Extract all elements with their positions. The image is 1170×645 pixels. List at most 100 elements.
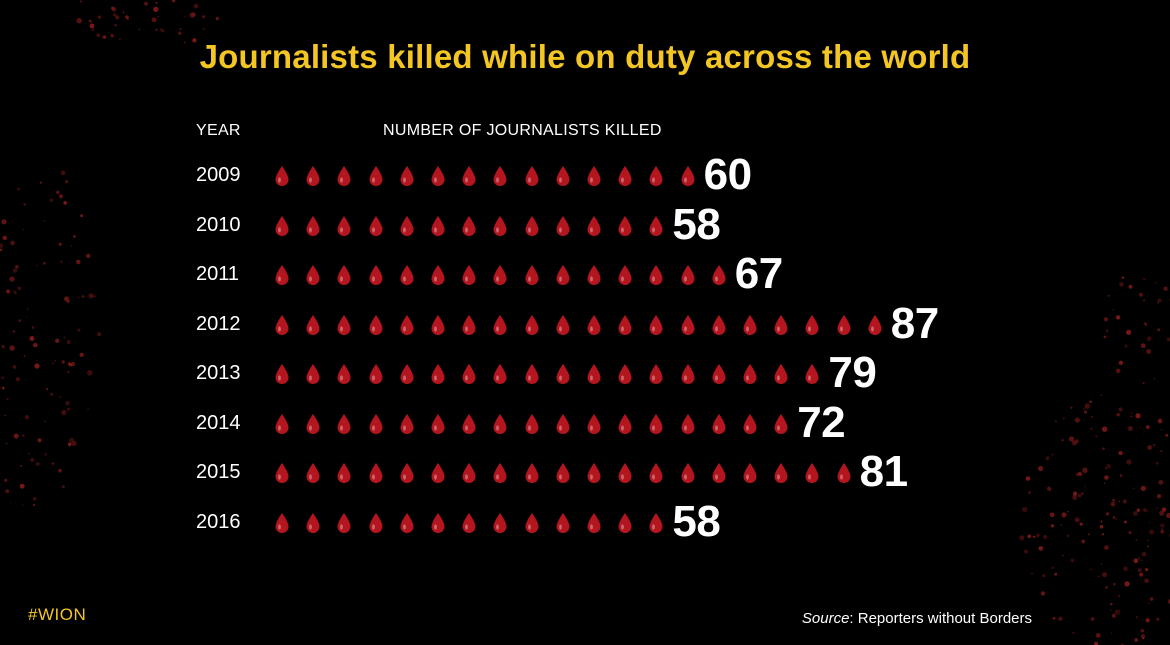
blood-drop-icon bbox=[805, 463, 819, 483]
blood-drop-icon bbox=[681, 413, 695, 434]
year-label-2009: 2009 bbox=[196, 164, 241, 186]
blood-drop-icon bbox=[493, 166, 507, 186]
blood-drop-icon bbox=[369, 463, 383, 483]
year-label-2011: 2011 bbox=[196, 263, 240, 285]
blood-drop-icon bbox=[275, 413, 289, 434]
value-label-2015: 81 bbox=[859, 447, 908, 496]
blood-drop-icon bbox=[431, 265, 445, 285]
blood-drop-icon bbox=[306, 166, 320, 186]
blood-drop-icon bbox=[649, 413, 663, 434]
blood-drop-icon bbox=[587, 265, 601, 285]
blood-drop-icon bbox=[400, 166, 414, 186]
blood-drop-icon bbox=[306, 364, 320, 384]
source-note: Source: Reporters without Borders bbox=[802, 610, 1032, 627]
blood-drop-icon bbox=[462, 215, 476, 236]
blood-drop-icon bbox=[400, 463, 414, 483]
blood-drop-icon bbox=[587, 364, 601, 384]
blood-drop-icon bbox=[431, 512, 445, 533]
blood-drop-icon bbox=[587, 463, 601, 483]
blood-drop-icon bbox=[681, 364, 695, 384]
blood-drop-icon bbox=[337, 314, 351, 335]
blood-drop-icon bbox=[462, 314, 476, 335]
blood-drop-icon bbox=[587, 314, 601, 335]
year-label-2014: 2014 bbox=[196, 411, 241, 434]
blood-drop-icon bbox=[618, 463, 632, 483]
blood-drop-icon bbox=[275, 463, 289, 483]
blood-drop-icon bbox=[493, 215, 507, 236]
blood-drop-icon bbox=[525, 265, 539, 285]
blood-drop-icon bbox=[774, 413, 788, 434]
blood-drop-icon bbox=[649, 512, 663, 533]
blood-drop-icon bbox=[369, 364, 383, 384]
year-label-2016: 2016 bbox=[196, 510, 241, 533]
blood-drop-icon bbox=[525, 166, 539, 186]
blood-drop-icon bbox=[618, 166, 632, 186]
blood-drop-icon bbox=[369, 314, 383, 335]
blood-drop-icon bbox=[618, 215, 632, 236]
blood-drop-icon bbox=[868, 314, 882, 335]
blood-drop-icon bbox=[431, 166, 445, 186]
blood-drop-icon bbox=[712, 413, 726, 434]
blood-drop-icon bbox=[743, 364, 757, 384]
blood-drop-icon bbox=[587, 512, 601, 533]
blood-drop-icon bbox=[556, 512, 570, 533]
blood-drop-icon bbox=[774, 364, 788, 384]
blood-drop-icon bbox=[837, 463, 851, 483]
blood-drop-icon bbox=[525, 314, 539, 335]
year-label-2013: 2013 bbox=[196, 362, 241, 384]
blood-drop-icon bbox=[649, 463, 663, 483]
chart-title: Journalists killed while on duty across … bbox=[199, 38, 971, 75]
blood-drop-icon bbox=[369, 512, 383, 533]
value-label-2014: 72 bbox=[797, 397, 846, 447]
blood-drop-icon bbox=[493, 413, 507, 434]
year-label-2015: 2015 bbox=[196, 461, 241, 483]
blood-drop-icon bbox=[681, 265, 695, 285]
blood-drop-icon bbox=[306, 413, 320, 434]
blood-drop-icon bbox=[400, 314, 414, 335]
blood-drop-icon bbox=[275, 364, 289, 384]
blood-drop-icon bbox=[649, 215, 663, 236]
blood-drop-icon bbox=[369, 166, 383, 186]
blood-drop-icon bbox=[743, 413, 757, 434]
blood-drop-icon bbox=[805, 364, 819, 384]
blood-drop-icon bbox=[369, 215, 383, 236]
blood-drop-icon bbox=[337, 265, 351, 285]
blood-drop-icon bbox=[618, 512, 632, 533]
blood-drop-icon bbox=[462, 364, 476, 384]
blood-drop-icon bbox=[306, 215, 320, 236]
blood-drop-icon bbox=[587, 166, 601, 186]
year-column-header: YEAR bbox=[196, 122, 241, 139]
blood-drop-icon bbox=[462, 512, 476, 533]
blood-drop-icon bbox=[275, 512, 289, 533]
blood-drop-icon bbox=[556, 166, 570, 186]
blood-drop-icon bbox=[618, 413, 632, 434]
blood-drop-icon bbox=[400, 215, 414, 236]
blood-drop-icon bbox=[337, 166, 351, 186]
blood-drop-icon bbox=[337, 364, 351, 384]
blood-drop-icon bbox=[556, 413, 570, 434]
blood-drop-icon bbox=[681, 314, 695, 335]
blood-drop-icon bbox=[556, 265, 570, 285]
blood-drop-icon bbox=[805, 314, 819, 335]
blood-drop-icon bbox=[525, 364, 539, 384]
blood-drop-icon bbox=[431, 463, 445, 483]
blood-drop-icon bbox=[400, 512, 414, 533]
blood-drop-icon bbox=[275, 166, 289, 186]
value-label-2010: 58 bbox=[672, 199, 721, 249]
blood-drop-icon bbox=[774, 463, 788, 483]
blood-drop-icon bbox=[712, 314, 726, 335]
blood-drop-icon bbox=[618, 364, 632, 384]
blood-drop-icon bbox=[275, 314, 289, 335]
blood-drop-icon bbox=[837, 314, 851, 335]
year-label-2010: 2010 bbox=[196, 213, 241, 236]
value-label-2011: 67 bbox=[734, 249, 783, 298]
blood-drop-icon bbox=[369, 265, 383, 285]
blood-drop-icon bbox=[712, 265, 726, 285]
blood-drop-icon bbox=[462, 265, 476, 285]
blood-drop-icon bbox=[306, 463, 320, 483]
blood-drop-icon bbox=[743, 314, 757, 335]
blood-drop-icon bbox=[493, 265, 507, 285]
blood-drop-icon bbox=[493, 463, 507, 483]
blood-drop-icon bbox=[431, 413, 445, 434]
blood-drop-icon bbox=[774, 314, 788, 335]
